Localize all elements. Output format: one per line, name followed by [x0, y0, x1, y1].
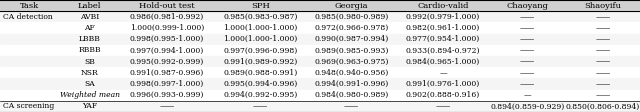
Text: 0.990(0.987-0.994): 0.990(0.987-0.994) [314, 35, 388, 43]
Text: 0.933(0.894-0.972): 0.933(0.894-0.972) [406, 46, 481, 54]
Text: 0.985(0.980-0.989): 0.985(0.980-0.989) [314, 13, 388, 21]
Text: 0.986(0.981-0.992): 0.986(0.981-0.992) [130, 13, 204, 21]
Text: Georgia: Georgia [335, 2, 369, 10]
Text: 0.996(0.993-0.999): 0.996(0.993-0.999) [130, 91, 204, 99]
Text: RBBB: RBBB [78, 46, 101, 54]
Text: Hold-out test: Hold-out test [140, 2, 195, 10]
Text: ——: —— [595, 69, 611, 77]
Text: 0.948(0.940-0.956): 0.948(0.940-0.956) [314, 69, 388, 77]
Bar [0, 78, 640, 90]
Text: SB: SB [84, 58, 95, 66]
Text: Chaoyang: Chaoyang [506, 2, 548, 10]
Bar [0, 34, 640, 45]
Text: Label: Label [78, 2, 101, 10]
Bar [0, 11, 640, 22]
Bar [0, 101, 640, 112]
Text: ——: —— [595, 91, 611, 99]
Text: ——: —— [520, 13, 535, 21]
Bar [0, 22, 640, 34]
Text: 0.995(0.994-0.996): 0.995(0.994-0.996) [223, 80, 298, 88]
Text: ——: —— [520, 80, 535, 88]
Text: CA screening: CA screening [3, 102, 54, 110]
Text: CA detection: CA detection [3, 13, 53, 21]
Text: 0.997(0.996-0.998): 0.997(0.996-0.998) [223, 46, 298, 54]
Text: 0.998(0.997-1.000): 0.998(0.997-1.000) [130, 80, 204, 88]
Text: 0.991(0.989-0.992): 0.991(0.989-0.992) [223, 58, 298, 66]
Text: ——: —— [344, 102, 359, 110]
Text: SPH: SPH [251, 2, 269, 10]
Text: ——: —— [520, 58, 535, 66]
Text: 1.000(1.000-1.000): 1.000(1.000-1.000) [223, 24, 298, 32]
Text: ——: —— [520, 46, 535, 54]
Text: 0.985(0.983-0.987): 0.985(0.983-0.987) [223, 13, 298, 21]
Text: 0.992(0.979-1.000): 0.992(0.979-1.000) [406, 13, 480, 21]
Text: ——: —— [520, 69, 535, 77]
Text: Cardio-valid: Cardio-valid [417, 2, 469, 10]
Text: 0.850(0.806-0.894): 0.850(0.806-0.894) [566, 102, 640, 110]
Text: —: — [524, 91, 531, 99]
Text: ——: —— [435, 102, 451, 110]
Text: —: — [439, 69, 447, 77]
Text: ——: —— [595, 46, 611, 54]
Text: 0.989(0.988-0.991): 0.989(0.988-0.991) [223, 69, 298, 77]
Text: 0.977(0.954-1.000): 0.977(0.954-1.000) [406, 35, 480, 43]
Text: Shaoyifu: Shaoyifu [584, 2, 621, 10]
Text: SA: SA [84, 80, 95, 88]
Bar [0, 90, 640, 101]
Text: 0.991(0.987-0.996): 0.991(0.987-0.996) [130, 69, 204, 77]
Text: 0.997(0.994-1.000): 0.997(0.994-1.000) [130, 46, 204, 54]
Text: ——: —— [595, 80, 611, 88]
Text: 1.000(0.999-1.000): 1.000(0.999-1.000) [130, 24, 204, 32]
Text: YAF: YAF [82, 102, 97, 110]
Text: ——: —— [159, 102, 175, 110]
Text: ——: —— [595, 35, 611, 43]
Text: AVBI: AVBI [80, 13, 99, 21]
Text: 0.998(0.995-1.000): 0.998(0.995-1.000) [130, 35, 204, 43]
Text: 0.902(0.888-0.916): 0.902(0.888-0.916) [406, 91, 480, 99]
Text: NSR: NSR [81, 69, 99, 77]
Text: 0.994(0.992-0.995): 0.994(0.992-0.995) [223, 91, 298, 99]
Text: ——: —— [520, 24, 535, 32]
Text: ——: —— [595, 58, 611, 66]
Text: 0.994(0.991-0.996): 0.994(0.991-0.996) [314, 80, 388, 88]
Text: 0.969(0.963-0.975): 0.969(0.963-0.975) [314, 58, 389, 66]
Text: Task: Task [20, 2, 40, 10]
Text: 0.991(0.976-1.000): 0.991(0.976-1.000) [406, 80, 480, 88]
Text: Weighted mean: Weighted mean [60, 91, 120, 99]
Text: AF: AF [84, 24, 95, 32]
Text: 0.984(0.980-0.989): 0.984(0.980-0.989) [314, 91, 388, 99]
Text: 0.894(0.859-0.929): 0.894(0.859-0.929) [490, 102, 564, 110]
Text: ——: —— [520, 35, 535, 43]
Bar [0, 0, 640, 11]
Text: ——: —— [595, 13, 611, 21]
Text: ——: —— [595, 24, 611, 32]
Text: 0.972(0.966-0.978): 0.972(0.966-0.978) [314, 24, 388, 32]
Text: 0.989(0.985-0.993): 0.989(0.985-0.993) [314, 46, 389, 54]
Text: 0.995(0.992-0.999): 0.995(0.992-0.999) [130, 58, 204, 66]
Bar [0, 56, 640, 67]
Text: ——: —— [253, 102, 268, 110]
Bar [0, 45, 640, 56]
Text: 0.984(0.965-1.000): 0.984(0.965-1.000) [406, 58, 480, 66]
Text: LBBB: LBBB [79, 35, 100, 43]
Bar [0, 67, 640, 78]
Text: 1.000(1.000-1.000): 1.000(1.000-1.000) [223, 35, 298, 43]
Text: 0.982(0.961-1.000): 0.982(0.961-1.000) [406, 24, 480, 32]
